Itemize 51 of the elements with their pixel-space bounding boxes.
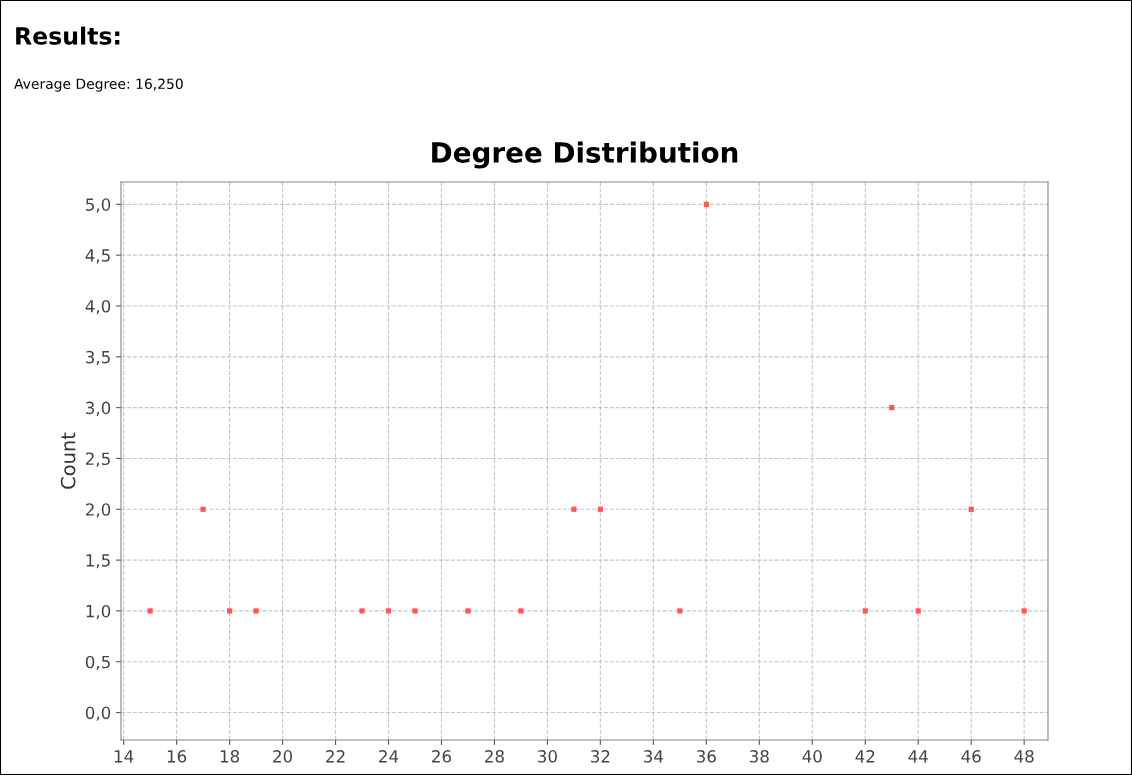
x-tick-label: 28 xyxy=(485,750,504,763)
y-tick-label: 0,0 xyxy=(85,706,111,721)
point xyxy=(597,506,603,512)
point xyxy=(465,608,471,614)
x-tick-label: 18 xyxy=(220,750,240,763)
x-tick-label: 32 xyxy=(591,750,610,763)
point xyxy=(253,608,259,614)
x-tick-label: 24 xyxy=(379,750,399,763)
x-tick-label: 46 xyxy=(961,750,981,763)
point xyxy=(1021,608,1027,614)
point xyxy=(677,608,683,614)
point xyxy=(703,201,709,207)
x-tick-label: 38 xyxy=(749,750,769,763)
y-tick-label: 3,5 xyxy=(86,350,110,366)
y-tick-label: 2,5 xyxy=(85,452,110,467)
x-tick-label: 20 xyxy=(273,750,293,763)
x-tick-label: 16 xyxy=(167,750,187,763)
point xyxy=(518,608,524,614)
chart-title: Degree Distribution xyxy=(432,141,738,169)
x-tick-label: 14 xyxy=(114,750,134,763)
x-tick-label: 26 xyxy=(432,750,452,763)
x-tick-label: 40 xyxy=(802,750,822,763)
y-tick-label: 1,5 xyxy=(86,554,110,569)
text: Average Degree: 16,250 xyxy=(14,78,183,92)
point xyxy=(968,506,974,512)
point xyxy=(147,608,153,614)
x-tick-label: 30 xyxy=(538,750,557,763)
y-tick-label: 1,0 xyxy=(86,604,111,620)
point xyxy=(412,608,418,614)
x-tick-label: 44 xyxy=(908,750,928,763)
x-tick-label: 42 xyxy=(855,750,875,763)
y-tick-label: 4,5 xyxy=(85,249,110,264)
point xyxy=(385,608,392,614)
y-tick-label: 3,0 xyxy=(86,401,111,416)
point xyxy=(889,405,895,411)
y-tick-label: 2,0 xyxy=(85,503,111,518)
point xyxy=(359,608,365,614)
text: Results: xyxy=(16,26,120,45)
point xyxy=(571,506,577,512)
point xyxy=(200,506,206,512)
point xyxy=(862,608,868,614)
y-tick-label: 0,5 xyxy=(85,655,110,671)
y-tick-label: 5,0 xyxy=(86,198,111,213)
x-tick-label: 48 xyxy=(1014,750,1034,763)
x-tick-label: 34 xyxy=(644,750,664,763)
x-tick-label: 22 xyxy=(326,750,345,763)
x-tick-label: 36 xyxy=(697,750,716,763)
y-axis-title: Count xyxy=(60,432,76,489)
y-tick-label: 4,0 xyxy=(85,299,111,315)
point xyxy=(915,608,921,614)
point xyxy=(226,608,233,614)
